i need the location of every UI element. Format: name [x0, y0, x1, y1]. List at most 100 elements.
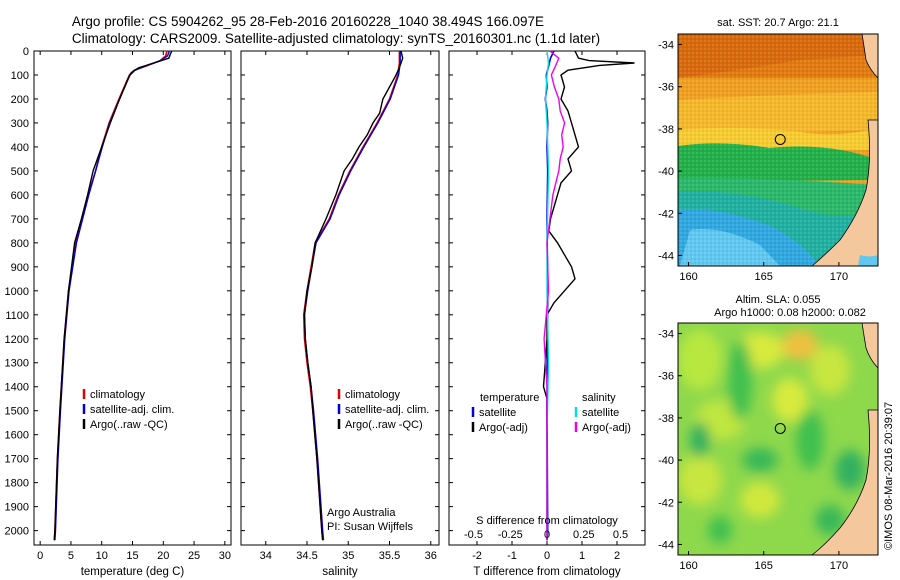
temperature-x-tick-label: 25 [188, 550, 200, 562]
depth-tick-label: 900 [11, 262, 29, 274]
salinity-x-axis-label: salinity [322, 566, 357, 578]
sla-heatmap [678, 323, 878, 555]
map-x-tick-label: 165 [755, 271, 773, 283]
salinity-legend-label: climatology [345, 389, 401, 401]
argo-australia-label: Argo Australia [327, 507, 396, 519]
map-y-tick-label: -36 [658, 371, 674, 383]
depth-tick-label: 800 [11, 238, 29, 250]
difference-x-tick-label: 0 [544, 550, 550, 562]
map-x-tick-label: 165 [755, 560, 773, 572]
temperature-x-tick-label: 0 [37, 550, 43, 562]
depth-tick-label: 200 [11, 94, 29, 106]
temperature-x-tick-label: 10 [96, 550, 108, 562]
temperature-legend-label: climatology [90, 389, 146, 401]
depth-tick-label: 1400 [5, 382, 29, 394]
depth-tick-label: 0 [23, 46, 29, 58]
depth-tick-label: 1900 [5, 502, 29, 514]
salinity-frame [240, 50, 440, 546]
figure-title: Argo profile: CS 5904262_95 28-Feb-2016 … [72, 14, 544, 29]
map-y-tick-label: -44 [658, 539, 674, 551]
map-x-tick-label: 170 [830, 560, 848, 572]
map-y-tick-label: -42 [658, 497, 674, 509]
depth-tick-label: 700 [11, 214, 29, 226]
map-x-tick-label: 170 [830, 271, 848, 283]
difference-series-line [542, 50, 635, 541]
map-y-tick-label: -36 [658, 82, 674, 94]
map-y-tick-label: -38 [658, 124, 674, 136]
difference-x-tick-label: -2 [472, 550, 482, 562]
temperature-legend-label: satellite-adj. clim. [90, 404, 174, 416]
sst-map-title: sat. SST: 20.7 Argo: 21.1 [717, 17, 839, 29]
sst-map-frame [677, 33, 879, 267]
temperature-x-tick-label: 5 [68, 550, 74, 562]
depth-tick-label: 1600 [5, 430, 29, 442]
map-y-tick-label: -38 [658, 413, 674, 425]
sla-map-title: Altim. SLA: 0.055 [736, 294, 821, 306]
salinity-legend-label: satellite-adj. clim. [345, 404, 429, 416]
diff-secondary-tick-label: -0.25 [498, 529, 523, 541]
map-y-tick-label: -44 [658, 250, 674, 262]
diff-legend-temperature-heading: temperature [480, 392, 539, 404]
diff-secondary-tick-label: 0 [544, 529, 550, 541]
salinity-x-tick-label: 34.5 [296, 550, 317, 562]
difference-series-line [543, 50, 566, 541]
sla-argo-location-marker [774, 422, 786, 434]
depth-tick-label: 300 [11, 118, 29, 130]
map-y-tick-label: -40 [658, 455, 674, 467]
depth-tick-label: 600 [11, 190, 29, 202]
pi-name-label: PI: Susan Wijffels [327, 521, 413, 533]
map-x-tick-label: 160 [679, 271, 697, 283]
temperature-legend-label: Argo(..raw -QC) [90, 419, 168, 431]
diff-secondary-tick-label: -0.5 [464, 529, 483, 541]
imos-watermark: ©IMOS 08-Mar-2016 20:39:07 [883, 402, 895, 550]
depth-tick-label: 400 [11, 142, 29, 154]
salinity-legend-label: Argo(..raw -QC) [345, 419, 423, 431]
salinity-x-tick-label: 36 [425, 550, 437, 562]
difference-x-tick-label: 1 [579, 550, 585, 562]
depth-tick-label: 2000 [5, 526, 29, 538]
depth-tick-label: 1500 [5, 406, 29, 418]
temperature-series-line [53, 50, 168, 541]
temperature-x-tick-label: 30 [219, 550, 231, 562]
map-y-tick-label: -40 [658, 166, 674, 178]
depth-tick-label: 1800 [5, 478, 29, 490]
salinity-x-tick-label: 35.5 [379, 550, 400, 562]
depth-tick-label: 1100 [5, 310, 29, 322]
difference-profile-panel: -2 -1 0 1 2 T difference from climatology temp… [448, 50, 646, 578]
temperature-x-axis-label: temperature (deg C) [81, 566, 185, 578]
map-y-tick-label: -42 [658, 208, 674, 220]
sla-map-frame [677, 322, 879, 556]
depth-tick-label: 1200 [5, 334, 29, 346]
salinity-profile-panel: 34 34.5 35 35.5 36 salinity climatology satelli… [240, 50, 440, 578]
temperature-profile-panel: 0 5 10 15 20 25 300100200300400500600700800900… [5, 46, 232, 578]
depth-tick-label: 1700 [5, 454, 29, 466]
diff-secondary-axis-label: S difference from climatology [476, 515, 618, 527]
difference-x-tick-label: -1 [507, 550, 517, 562]
diff-legend-label: Argo(-adj) [479, 422, 528, 434]
map-y-tick-label: -34 [658, 329, 674, 341]
sst-heatmap [678, 34, 878, 266]
depth-tick-label: 1300 [5, 358, 29, 370]
difference-x-tick-label: 2 [614, 550, 620, 562]
sst-argo-location-marker [774, 133, 786, 145]
depth-tick-label: 100 [11, 70, 29, 82]
diff-secondary-tick-label: 0.5 [613, 529, 628, 541]
difference-x-axis-label: T difference from climatology [473, 566, 620, 578]
temperature-frame [33, 50, 232, 546]
depth-tick-label: 500 [11, 166, 29, 178]
temperature-x-tick-label: 20 [157, 550, 169, 562]
temperature-series-line [53, 50, 173, 541]
salinity-x-tick-label: 35 [342, 550, 354, 562]
salinity-series-line [303, 51, 401, 541]
salinity-x-tick-label: 34 [260, 550, 272, 562]
sla-map-axes: 160 165 170 -34 -36 -38 -40 -42 -44 [658, 329, 848, 572]
temperature-x-tick-label: 15 [126, 550, 138, 562]
map-y-tick-label: -34 [658, 40, 674, 52]
diff-legend-label: satellite [582, 407, 619, 419]
map-x-tick-label: 160 [679, 560, 697, 572]
diff-legend-label: Argo(-adj) [582, 422, 631, 434]
depth-tick-label: 1000 [5, 286, 29, 298]
diff-secondary-tick-label: 0.25 [573, 529, 594, 541]
sla-map-subtitle: Argo h1000: 0.08 h2000: 0.082 [714, 307, 866, 319]
